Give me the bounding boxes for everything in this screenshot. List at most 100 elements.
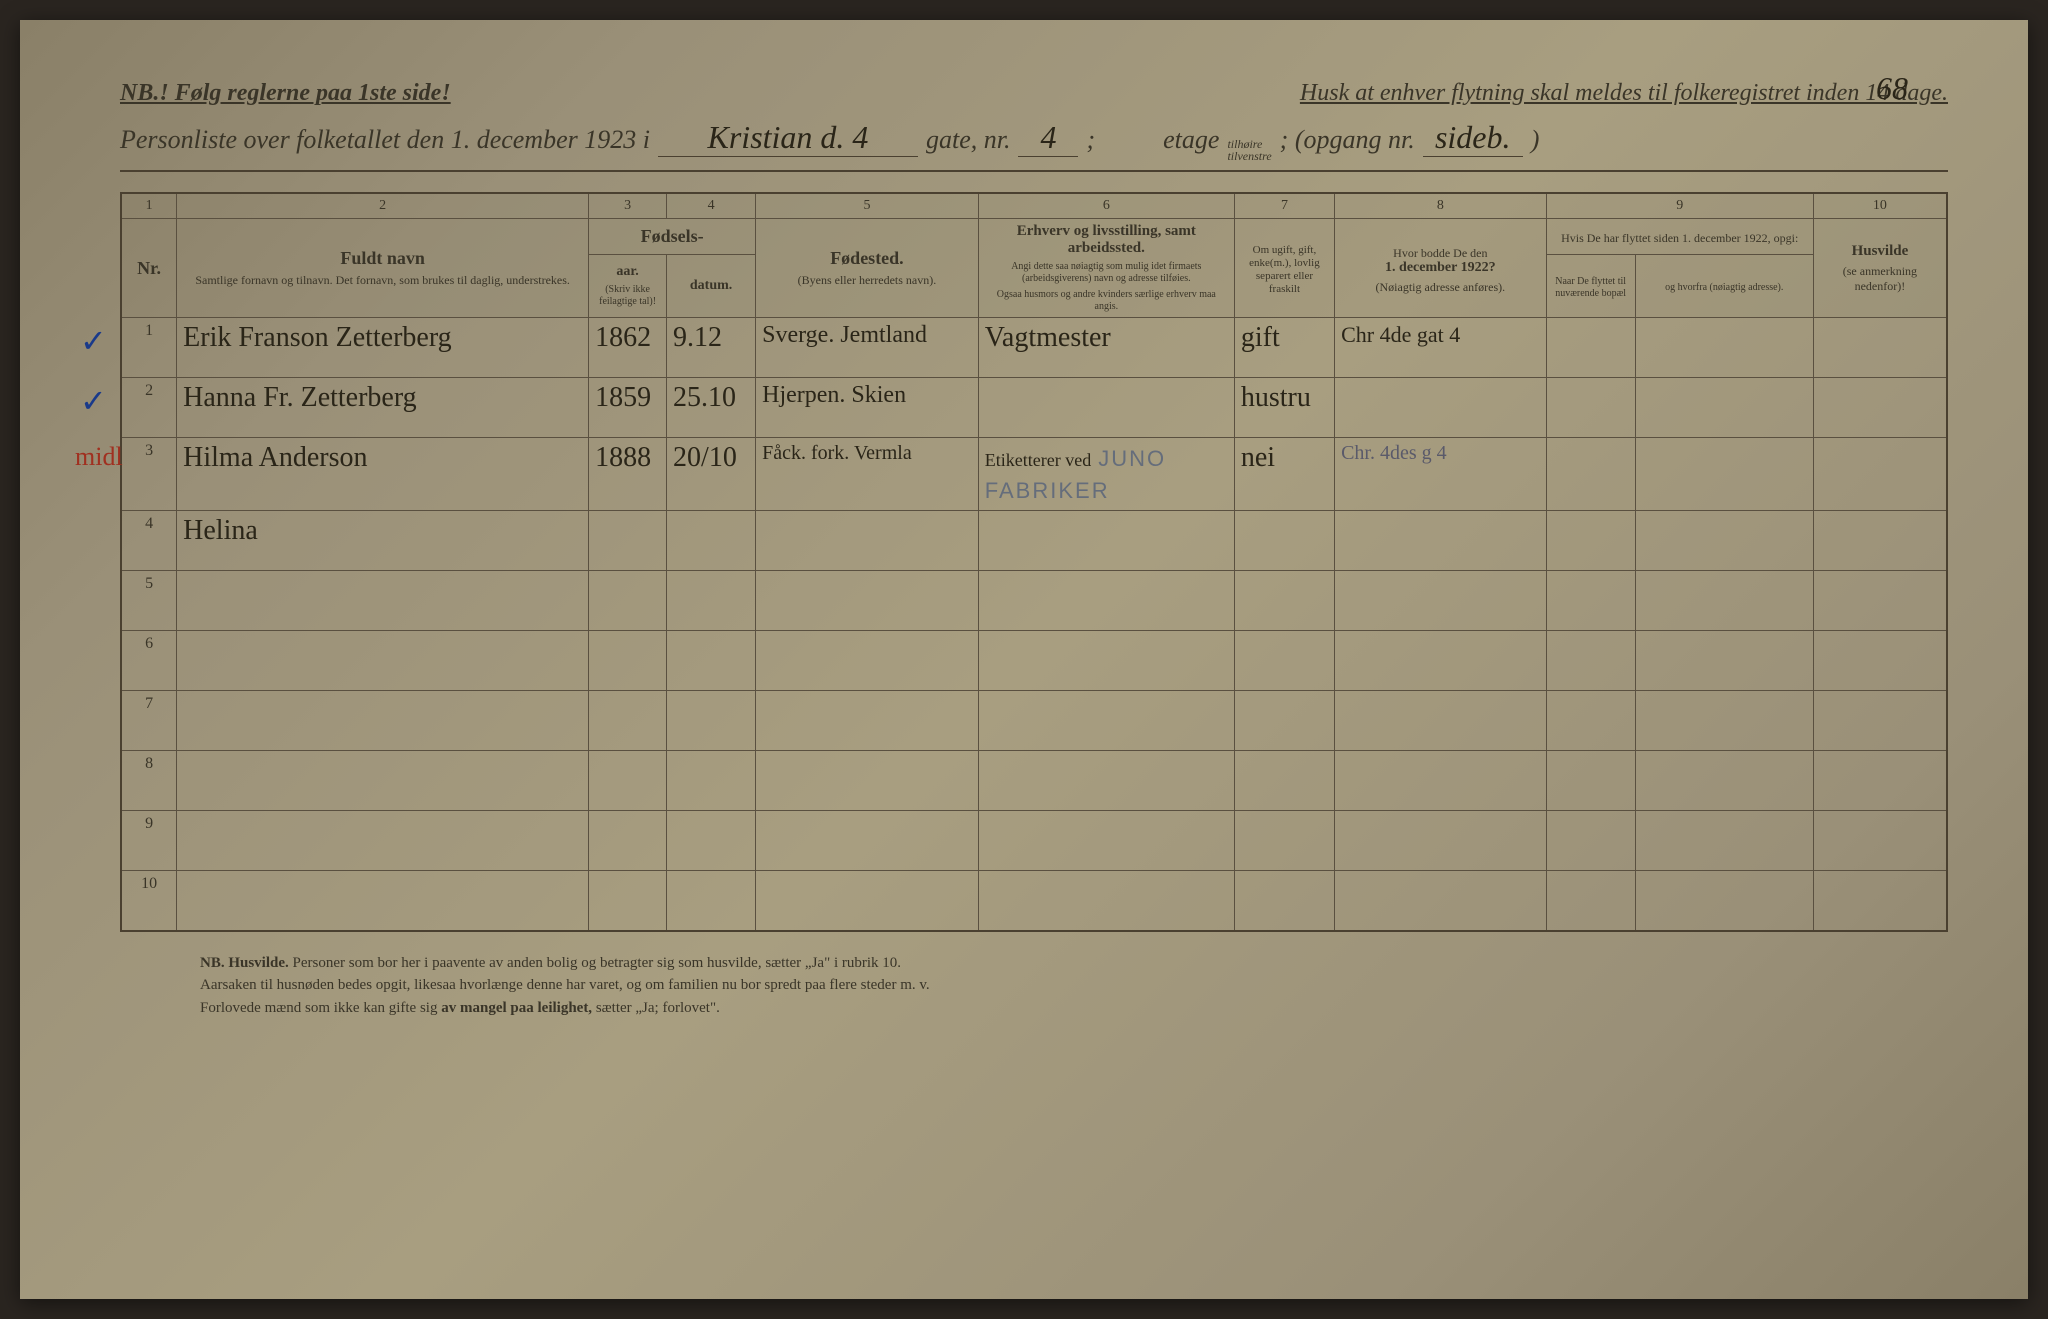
row-status: nei <box>1234 438 1334 511</box>
table-row: 5 <box>121 571 1947 631</box>
check-mark-blue: ✓ <box>80 382 107 420</box>
row-aar: 1888 <box>589 438 667 511</box>
title-row: Personliste over folketallet den 1. dece… <box>120 119 1948 172</box>
table-row: 3 midl Hilma Anderson 1888 20/10 Fåck. f… <box>121 438 1947 511</box>
row-navn: ✓ Hanna Fr. Zetterberg <box>177 378 589 438</box>
row-bodde: Chr. 4des g 4 <box>1335 438 1547 511</box>
colnum-4: 4 <box>667 193 756 219</box>
colnum-8: 8 <box>1335 193 1547 219</box>
opgang-field: sideb. <box>1423 119 1523 157</box>
row-nr: 10 <box>121 871 177 931</box>
row-erhverv: Vagtmester <box>978 318 1234 378</box>
row-datum: 9.12 <box>667 318 756 378</box>
colnum-9: 9 <box>1546 193 1813 219</box>
table-body: 1 ✓ Erik Franson Zetterberg 1862 9.12 Sv… <box>121 318 1947 931</box>
row-aar <box>589 511 667 571</box>
street-field: Kristian d. 4 <box>658 119 918 157</box>
row-status: hustru <box>1234 378 1334 438</box>
row-erhverv: Etiketterer ved JUNO FABRIKER <box>978 438 1234 511</box>
row-navn: ✓ Erik Franson Zetterberg <box>177 318 589 378</box>
row-naar <box>1546 511 1635 571</box>
row-aar: 1859 <box>589 378 667 438</box>
colnum-10: 10 <box>1813 193 1947 219</box>
etage-label: etage <box>1163 125 1219 155</box>
hdr-fodested: Fødested. (Byens eller herredets navn). <box>756 219 979 318</box>
row-datum: 25.10 <box>667 378 756 438</box>
row-naar <box>1546 438 1635 511</box>
row-bodde <box>1335 378 1547 438</box>
row-nr: 3 <box>121 438 177 511</box>
husk-notice: Husk at enhver flytning skal meldes til … <box>1300 80 1948 107</box>
row-nr: 9 <box>121 811 177 871</box>
row-fodested <box>756 511 979 571</box>
row-naar <box>1546 318 1635 378</box>
check-mark-red: midl <box>75 442 123 472</box>
footer-line3c: sætter „Ja; forlovet". <box>596 1000 720 1016</box>
colnum-7: 7 <box>1234 193 1334 219</box>
row-nr: 6 <box>121 631 177 691</box>
opgang-label: ; (opgang nr. <box>1280 125 1415 155</box>
census-table: 1 2 3 4 5 6 7 8 9 10 Nr. Fuldt navn Samt… <box>120 192 1948 932</box>
close-paren: ) <box>1531 125 1540 155</box>
table-row: 2 ✓ Hanna Fr. Zetterberg 1859 25.10 Hjer… <box>121 378 1947 438</box>
row-nr: 7 <box>121 691 177 751</box>
row-hvorfra <box>1635 318 1813 378</box>
row-navn: midl Hilma Anderson <box>177 438 589 511</box>
table-row: 4 Helina <box>121 511 1947 571</box>
footer-line3a: Forlovede mænd som ikke kan gifte sig <box>200 1000 437 1016</box>
sep: ; <box>1086 125 1095 155</box>
table-row: 1 ✓ Erik Franson Zetterberg 1862 9.12 Sv… <box>121 318 1947 378</box>
row-erhverv <box>978 378 1234 438</box>
footer-notes: NB. Husvilde. Personer som bor her i paa… <box>120 952 1948 1020</box>
row-hvorfra <box>1635 438 1813 511</box>
footer-line3b: av mangel paa leilighet, <box>441 1000 592 1016</box>
row-nr: 4 <box>121 511 177 571</box>
row-hvorfra <box>1635 511 1813 571</box>
row-datum: 20/10 <box>667 438 756 511</box>
colnum-1: 1 <box>121 193 177 219</box>
side-stack: tilhøire tilvenstre <box>1227 138 1271 162</box>
hdr-status: Om ugift, gift, enke(m.), lovlig separer… <box>1234 219 1334 318</box>
hdr-fodsels: Fødsels- <box>589 219 756 255</box>
table-row: 9 <box>121 811 1947 871</box>
nb-notice: NB.! Følg reglerne paa 1ste side! <box>120 80 451 107</box>
hdr-husvilde: Husvilde (se anmerkning nedenfor)! <box>1813 219 1947 318</box>
hdr-naar: Naar De flyttet til nuværende bopæl <box>1546 254 1635 317</box>
header-row-main: Nr. Fuldt navn Samtlige fornavn og tilna… <box>121 219 1947 255</box>
gate-label: gate, nr. <box>926 125 1011 155</box>
table-row: 6 <box>121 631 1947 691</box>
row-nr: 1 <box>121 318 177 378</box>
header-row: NB.! Følg reglerne paa 1ste side! Husk a… <box>120 80 1948 107</box>
table-row: 7 <box>121 691 1947 751</box>
row-fodested: Fåck. fork. Vermla <box>756 438 979 511</box>
row-nr: 2 <box>121 378 177 438</box>
table-row: 8 <box>121 751 1947 811</box>
row-status: gift <box>1234 318 1334 378</box>
hdr-flyttet: Hvis De har flyttet siden 1. december 19… <box>1546 219 1813 255</box>
footer-line2: Aarsaken til husnøden bedes opgit, likes… <box>200 974 1948 997</box>
colnum-2: 2 <box>177 193 589 219</box>
census-form-page: 6 8 NB.! Følg reglerne paa 1ste side! Hus… <box>20 20 2028 1299</box>
table-row: 10 <box>121 871 1947 931</box>
row-aar: 1862 <box>589 318 667 378</box>
row-naar <box>1546 378 1635 438</box>
hdr-nr: Nr. <box>121 219 177 318</box>
title-prefix: Personliste over folketallet den 1. dece… <box>120 125 650 155</box>
row-husvilde <box>1813 378 1947 438</box>
row-bodde: Chr 4de gat 4 <box>1335 318 1547 378</box>
row-navn: Helina <box>177 511 589 571</box>
row-bodde <box>1335 511 1547 571</box>
hdr-erhverv: Erhverv og livsstilling, samt arbeidsste… <box>978 219 1234 318</box>
hdr-bodde: Hvor bodde De den 1. december 1922? (Nøi… <box>1335 219 1547 318</box>
row-nr: 8 <box>121 751 177 811</box>
row-datum <box>667 511 756 571</box>
row-husvilde <box>1813 438 1947 511</box>
row-fodested: Hjerpen. Skien <box>756 378 979 438</box>
gate-nr: 4 <box>1018 119 1078 157</box>
footer-line1: Personer som bor her i paavente av anden… <box>293 955 901 971</box>
row-status <box>1234 511 1334 571</box>
row-erhverv <box>978 511 1234 571</box>
footer-nb: NB. Husvilde. <box>200 955 289 971</box>
row-hvorfra <box>1635 378 1813 438</box>
hdr-datum: datum. <box>667 254 756 317</box>
